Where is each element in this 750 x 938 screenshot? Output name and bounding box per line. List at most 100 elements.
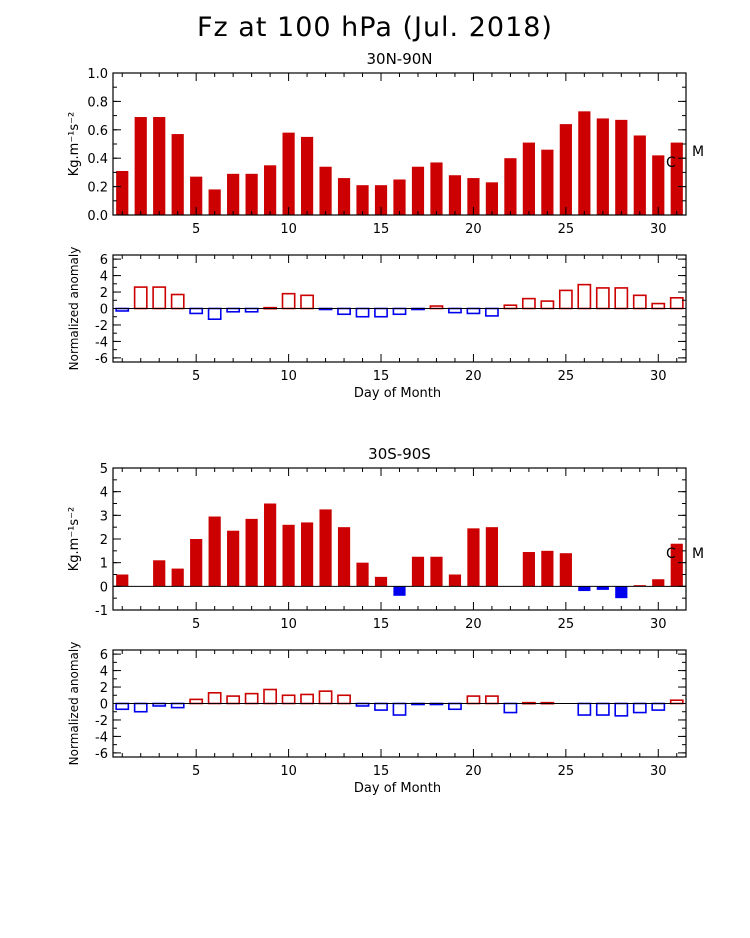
bar bbox=[337, 527, 351, 587]
anomaly-bar bbox=[244, 692, 259, 705]
anomaly-bar bbox=[595, 702, 610, 716]
bar bbox=[319, 166, 332, 215]
y-axis-label: Normalized anomaly bbox=[67, 247, 81, 371]
x-tick-label: 5 bbox=[192, 369, 200, 384]
bar bbox=[411, 166, 425, 215]
bar bbox=[615, 119, 628, 215]
bar bbox=[541, 149, 554, 215]
y-tick-label: 0 bbox=[100, 580, 108, 595]
y-tick-label: 0 bbox=[100, 303, 108, 318]
anomaly-bar bbox=[503, 702, 518, 714]
x-tick-label: 30 bbox=[650, 222, 667, 237]
x-tick-label: 20 bbox=[465, 617, 482, 632]
bar bbox=[374, 185, 388, 215]
bar bbox=[485, 182, 499, 215]
x-tick-label: 5 bbox=[192, 222, 200, 237]
x-tick-label: 15 bbox=[373, 764, 390, 779]
bar bbox=[430, 556, 443, 587]
bar bbox=[578, 111, 591, 215]
bar bbox=[153, 117, 166, 215]
x-tick-label: 20 bbox=[465, 764, 482, 779]
y-tick-label: -2 bbox=[95, 714, 108, 729]
x-tick-label: 30 bbox=[650, 764, 667, 779]
anomaly-bar bbox=[226, 695, 241, 705]
anomaly-bar bbox=[318, 690, 333, 705]
bar bbox=[356, 562, 369, 587]
anomaly-bar bbox=[392, 702, 407, 716]
y-tick-label: 1.0 bbox=[87, 67, 108, 82]
bar bbox=[208, 516, 221, 587]
bar bbox=[227, 530, 240, 587]
anomaly-bar bbox=[485, 307, 499, 317]
x-axis-label: Day of Month bbox=[354, 781, 441, 796]
anomaly-bar bbox=[577, 702, 592, 716]
y-tick-label: 4 bbox=[100, 665, 108, 680]
anomaly-bar bbox=[374, 307, 388, 318]
bar bbox=[264, 165, 277, 215]
y-tick-label: 4 bbox=[100, 270, 108, 285]
bar bbox=[430, 162, 443, 215]
x-tick-label: 15 bbox=[373, 617, 390, 632]
y-tick-label: 2 bbox=[100, 533, 108, 548]
bar bbox=[633, 585, 646, 587]
anomaly-bar bbox=[170, 702, 185, 709]
marker-m: M bbox=[692, 546, 704, 562]
marker-c: C bbox=[666, 155, 676, 171]
marker-c: C bbox=[666, 546, 676, 562]
x-tick-label: 15 bbox=[373, 222, 390, 237]
bar bbox=[134, 117, 147, 215]
x-tick-label: 10 bbox=[280, 764, 297, 779]
anomaly-bar bbox=[207, 307, 222, 320]
x-tick-label: 10 bbox=[280, 617, 297, 632]
bar bbox=[227, 173, 240, 215]
bar bbox=[245, 518, 258, 587]
bar bbox=[467, 528, 480, 587]
bar bbox=[116, 574, 129, 587]
bar bbox=[652, 579, 665, 587]
y-axis-label: Normalized anomaly bbox=[67, 642, 81, 766]
anomaly-bar bbox=[540, 300, 555, 310]
y-axis-label: Kg.m⁻¹s⁻² bbox=[67, 112, 82, 177]
bar bbox=[171, 134, 184, 215]
bar bbox=[559, 124, 572, 215]
bar bbox=[393, 586, 406, 596]
bar bbox=[337, 178, 351, 215]
y-tick-label: 2 bbox=[100, 681, 108, 696]
anomaly-bar bbox=[466, 695, 481, 705]
bar bbox=[596, 118, 609, 215]
anomaly-bar bbox=[300, 294, 314, 310]
bar bbox=[171, 568, 184, 587]
bar bbox=[356, 185, 369, 215]
bar bbox=[282, 132, 295, 215]
y-tick-label: -2 bbox=[95, 319, 108, 334]
y-tick-label: 3 bbox=[100, 509, 108, 524]
bar bbox=[116, 170, 129, 215]
y-tick-label: 6 bbox=[100, 253, 108, 268]
bar bbox=[615, 586, 628, 599]
x-tick-label: 15 bbox=[373, 369, 390, 384]
bar bbox=[448, 175, 462, 215]
anomaly-bar bbox=[448, 702, 462, 711]
x-tick-label: 25 bbox=[558, 222, 575, 237]
x-tick-label: 25 bbox=[558, 369, 575, 384]
bar bbox=[541, 550, 554, 587]
x-tick-label: 20 bbox=[465, 222, 482, 237]
marker-m: M bbox=[692, 144, 704, 160]
anomaly-bar bbox=[669, 296, 684, 310]
anomaly-bar bbox=[614, 702, 629, 717]
bar bbox=[245, 173, 258, 215]
bar bbox=[522, 552, 535, 587]
panel-1: 0.0 0.2 0.4 0.6 0.8 1.0 5 10 15 20 25 30 30N-90N Kg.m… bbox=[67, 50, 704, 237]
anomaly-bar bbox=[281, 292, 296, 310]
anomaly-bar bbox=[337, 694, 351, 705]
y-axis-label: Kg.m⁻¹s⁻² bbox=[67, 507, 82, 572]
panel-3: -1 0 1 2 3 4 5 5 10 15 20 25 30 30S-90S Kg.m⁻¹s⁻² C M bbox=[67, 445, 704, 632]
anomaly-bar bbox=[355, 307, 370, 318]
y-tick-label: -4 bbox=[95, 730, 108, 745]
y-tick-label: 4 bbox=[100, 486, 108, 501]
x-tick-label: 30 bbox=[650, 617, 667, 632]
anomaly-bar bbox=[521, 297, 536, 310]
panel-2: -6 -4-20 24 6 5 10 15 20 25 30 Day of Month Normali… bbox=[67, 247, 687, 401]
anomaly-bar bbox=[485, 695, 499, 705]
